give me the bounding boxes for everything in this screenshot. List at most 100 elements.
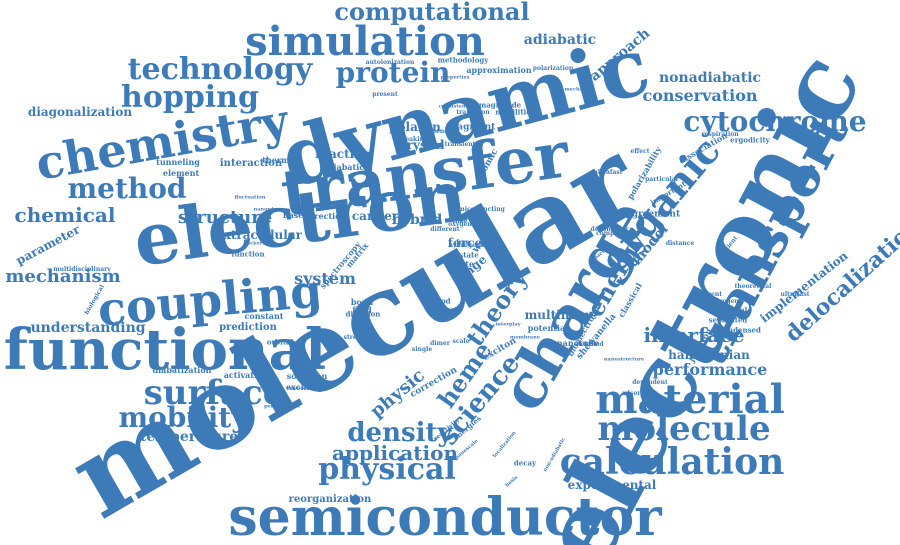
cloud-word: diabatization (152, 365, 212, 375)
cloud-word: rate (455, 259, 475, 269)
cloud-word: application (332, 441, 458, 465)
cloud-word: experimental (567, 478, 657, 492)
cloud-word: interplay (495, 321, 521, 328)
cloud-word: diabatic (327, 162, 365, 172)
cloud-word: calculation (559, 441, 785, 483)
cloud-word: strength (343, 334, 373, 341)
cloud-word: decoherence (590, 226, 634, 233)
cloud-word: adiabatic (523, 32, 597, 48)
cloud-word: simulation (245, 18, 485, 65)
cloud-word: carrier (351, 209, 399, 223)
cloud-word: physical (318, 452, 456, 487)
cloud-word: density (347, 418, 453, 448)
cloud-word: field (352, 305, 372, 315)
cloud-word: present (372, 91, 398, 98)
cloud-word: consistency (438, 103, 472, 110)
cloud-word: ultrafast (593, 169, 623, 176)
cloud-word: flickering (244, 240, 272, 247)
cloud-word: methodology (437, 55, 489, 65)
cloud-word: bond (350, 297, 374, 307)
cloud-word: computing (641, 406, 679, 413)
cloud-word: crystal (399, 138, 445, 152)
cloud-word: mechanic (564, 86, 592, 93)
cloud-word: adsorption (621, 390, 659, 397)
cloud-word: multiheme (524, 308, 598, 322)
cloud-word: technology (127, 52, 313, 87)
cloud-word: different (430, 226, 460, 233)
cloud-word: thermal (262, 155, 298, 165)
cloud-word: function (231, 249, 265, 259)
cloud-word: system (294, 269, 356, 288)
cloud-word: nanostructure (603, 356, 645, 363)
cloud-word: state (459, 250, 479, 260)
cloud-word: biological (708, 305, 748, 315)
cloud-word: understanding (30, 320, 146, 336)
cloud-word: membrane (510, 334, 540, 341)
cloud-word: mechanism (5, 266, 121, 287)
cloud-word: force (447, 236, 483, 250)
cloud-word: potential (527, 323, 569, 333)
cloud-word: fluctuation (234, 194, 266, 201)
cloud-word: nonadiabatic (658, 70, 762, 86)
cloud-word: constant (244, 311, 284, 321)
cloud-word: structure (177, 207, 273, 228)
cloud-word: hydrogenase (448, 242, 492, 249)
cloud-word: prediction (219, 322, 277, 333)
cloud-word: molecule (597, 409, 771, 449)
cloud-word: reorganization (288, 494, 372, 505)
cloud-word: exchange (285, 382, 329, 392)
cloud-word: effect (630, 148, 650, 155)
cloud-word: hamiltonian (668, 348, 750, 362)
cloud-word: free (456, 239, 470, 246)
cloud-word: orbital (266, 337, 294, 347)
cloud-word: material (595, 376, 785, 423)
cloud-word: condensed (719, 325, 761, 335)
cloud-word: reaction (315, 147, 371, 161)
cloud-word: autoionization (365, 59, 415, 66)
cloud-word: approaches (287, 385, 313, 390)
cloud-word: decay (513, 458, 537, 468)
cloud-word: breaking (397, 136, 429, 143)
cloud-word: extracellular (216, 228, 302, 242)
cloud-word: element (162, 168, 200, 178)
cloud-word: ergodicity (730, 135, 770, 145)
cloud-word: theoretical (734, 283, 772, 290)
cloud-word: evidence (422, 128, 452, 135)
cloud-word: interaction (219, 158, 283, 169)
cloud-word: approximation (466, 65, 532, 75)
cloud-word: dependent (632, 379, 668, 386)
cloud-word: method (67, 172, 187, 205)
cloud-word: separated (708, 315, 748, 325)
cloud-word: good (431, 296, 451, 306)
cloud-word: polarization (532, 65, 574, 72)
cloud-word: mobilities (495, 107, 535, 117)
cloud-word: hopping (121, 80, 259, 115)
cloud-word: conservation (642, 86, 758, 105)
cloud-word: transient (444, 141, 476, 148)
cloud-word: nanotube (556, 338, 600, 348)
cloud-word: coherent (692, 291, 722, 298)
cloud-word: cytochrome (683, 105, 867, 138)
cloud-word: single (411, 346, 433, 353)
cloud-word: dimer (430, 340, 450, 347)
cloud-word: interface (643, 323, 745, 347)
cloud-word: direction (305, 211, 347, 221)
cloud-word: chemical (14, 203, 116, 227)
cloud-word: properties (440, 74, 470, 81)
cloud-word: semiconducting (451, 206, 505, 213)
cloud-word: respiration (701, 131, 739, 138)
cloud-word: detailed (576, 341, 604, 348)
cloud-word: surface (143, 373, 285, 413)
cloud-word: multidisciplinary (53, 266, 111, 273)
cloud-word: perturbation (264, 403, 300, 410)
cloud-word: activation (223, 370, 269, 380)
cloud-word: nanowires (253, 206, 283, 213)
cloud-word: complex (596, 230, 624, 237)
cloud-word: fragment (448, 122, 496, 133)
cloud-word: performance (652, 360, 768, 379)
cloud-word: tunneling (156, 157, 200, 167)
cloud-word: oxygen (448, 221, 472, 228)
cloud-word: computational (334, 0, 530, 26)
cloud-word: diagonalization (27, 105, 133, 119)
